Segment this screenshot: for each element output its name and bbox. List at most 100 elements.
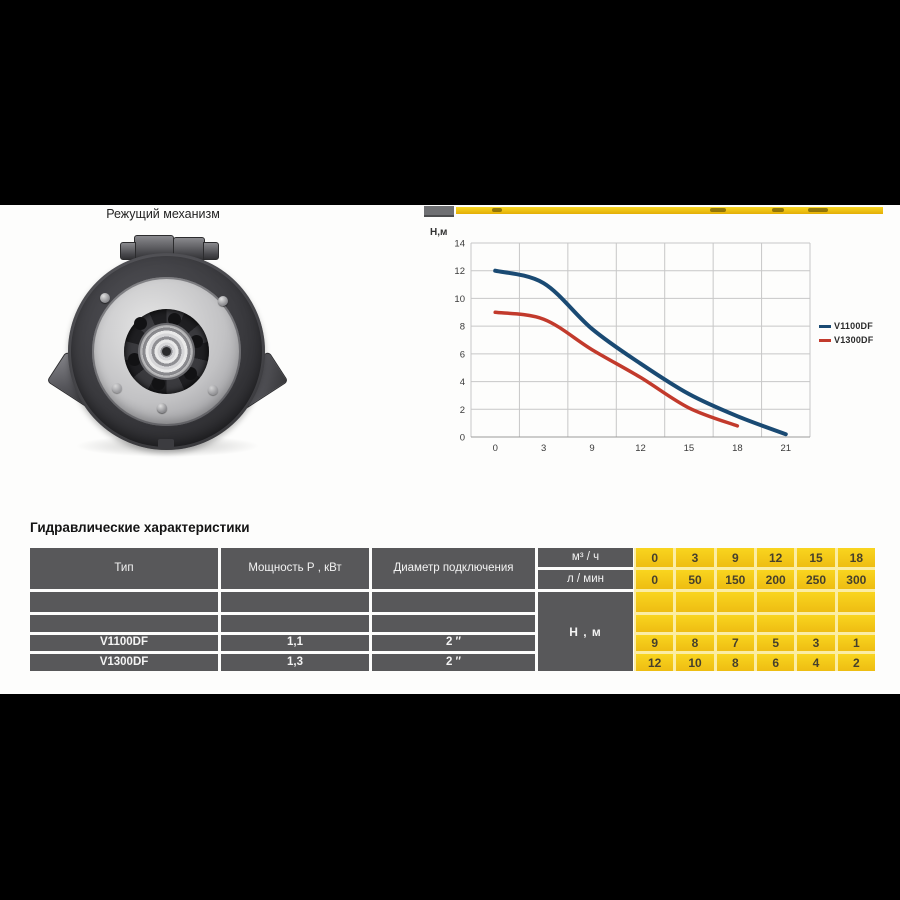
photo-caption: Режущий механизм	[106, 207, 220, 221]
y-tick-label: 6	[460, 349, 465, 360]
x-tick-label: 9	[589, 443, 594, 454]
head-value: 12	[636, 654, 674, 671]
flow-value: 3	[676, 548, 714, 567]
flow-value: 200	[756, 570, 795, 589]
diameter-cell	[372, 615, 535, 632]
strip-mark	[808, 208, 828, 212]
head-value: 7	[716, 635, 754, 651]
bolt	[157, 403, 167, 413]
strip-mark	[492, 208, 502, 212]
yellow-grid-underlay	[634, 548, 875, 671]
head-value	[716, 592, 754, 612]
head-value: 10	[676, 654, 714, 671]
strip-mark	[772, 208, 784, 212]
head-value	[837, 592, 875, 612]
flow-unit-label: м³ / ч	[538, 548, 633, 567]
head-value: 8	[716, 654, 754, 671]
model-cell: V1300DF	[30, 654, 218, 671]
strip-mark	[710, 208, 726, 212]
diameter-cell: 2 ″	[372, 635, 535, 651]
impeller-hole	[190, 335, 203, 348]
power-cell	[221, 592, 369, 612]
flow-value: 18	[837, 548, 875, 567]
x-tick-label: 12	[635, 443, 646, 454]
x-tick-label: 21	[780, 443, 791, 454]
bottom-notch	[158, 439, 174, 448]
head-value	[756, 592, 795, 612]
flow-value: 50	[676, 570, 714, 589]
head-value	[797, 615, 835, 632]
x-tick-label: 0	[493, 443, 498, 454]
impeller-hole	[134, 317, 147, 330]
column-header: Тип	[30, 548, 218, 589]
power-cell	[221, 615, 369, 632]
legend-label: V1300DF	[834, 335, 874, 345]
x-tick-label: 3	[541, 443, 546, 454]
hub-center	[162, 347, 171, 356]
head-value	[676, 615, 714, 632]
impeller-hole	[152, 377, 165, 390]
head-value	[837, 615, 875, 632]
diameter-cell	[372, 592, 535, 612]
hydraulics-table: Тип Мощность Р , кВт Диаметр подключения м³…	[30, 548, 875, 671]
head-value	[636, 615, 674, 632]
flow-unit-label: л / мин	[538, 570, 633, 589]
curve-v1100df	[493, 268, 788, 437]
bolt	[100, 293, 110, 303]
impeller-hole	[168, 313, 181, 326]
cutting-mechanism-photo	[46, 225, 289, 460]
flow-value: 300	[837, 570, 875, 589]
column-header: Диаметр подключения	[372, 548, 535, 589]
model-cell	[30, 592, 218, 612]
top-clamp-ear	[120, 242, 136, 260]
head-unit-label: Н , м	[538, 592, 633, 671]
impeller-hole	[128, 353, 141, 366]
head-value	[676, 592, 714, 612]
head-value	[636, 592, 674, 612]
y-tick-label: 12	[454, 266, 465, 277]
flow-value: 0	[636, 548, 674, 567]
page-content: Режущий механизм Н,м 0 2 4 6 8 10 12 14 0 3 9 12 15 1…	[0, 205, 900, 694]
flow-value: 9	[716, 548, 754, 567]
flow-value: 0	[636, 570, 674, 589]
bolt	[218, 296, 228, 306]
y-tick-label: 10	[454, 294, 465, 305]
cropped-table-corner	[424, 206, 454, 217]
legend-entry: V1100DF	[819, 321, 873, 331]
cropped-table-edge	[456, 207, 883, 214]
column-header: Мощность Р , кВт	[221, 548, 369, 589]
flow-value: 250	[797, 570, 835, 589]
head-value	[716, 615, 754, 632]
head-value: 2	[837, 654, 875, 671]
bolt	[208, 385, 218, 395]
head-value: 1	[837, 635, 875, 651]
head-value: 5	[756, 635, 795, 651]
section-title: Гидравлические характеристики	[30, 520, 250, 535]
impeller-hole	[184, 367, 197, 380]
flow-value: 150	[716, 570, 754, 589]
model-cell: V1100DF	[30, 635, 218, 651]
legend-label: V1100DF	[834, 321, 873, 331]
power-cell: 1,3	[221, 654, 369, 671]
head-value: 4	[797, 654, 835, 671]
legend-dash-icon	[819, 324, 831, 328]
head-value: 9	[636, 635, 674, 651]
pump-curves-chart: 0 2 4 6 8 10 12 14 0 3 9 12 15 18 21	[454, 239, 811, 454]
curve-v1300df	[493, 310, 740, 428]
power-cell: 1,1	[221, 635, 369, 651]
flow-value: 12	[756, 548, 795, 567]
bolt	[112, 383, 122, 393]
model-cell	[30, 615, 218, 632]
top-clamp-ear	[203, 242, 219, 260]
y-tick-label: 2	[460, 405, 465, 416]
diameter-cell: 2 ″	[372, 654, 535, 671]
y-tick-label: 0	[460, 433, 465, 444]
y-tick-label: 14	[454, 239, 465, 250]
flow-value: 15	[797, 548, 835, 567]
head-value: 6	[756, 654, 795, 671]
hydraulics-grid: Тип Мощность Р , кВт Диаметр подключения м³…	[30, 548, 875, 671]
legend-entry: V1300DF	[819, 335, 873, 345]
head-value: 3	[797, 635, 835, 651]
legend-dash-icon	[819, 338, 831, 342]
